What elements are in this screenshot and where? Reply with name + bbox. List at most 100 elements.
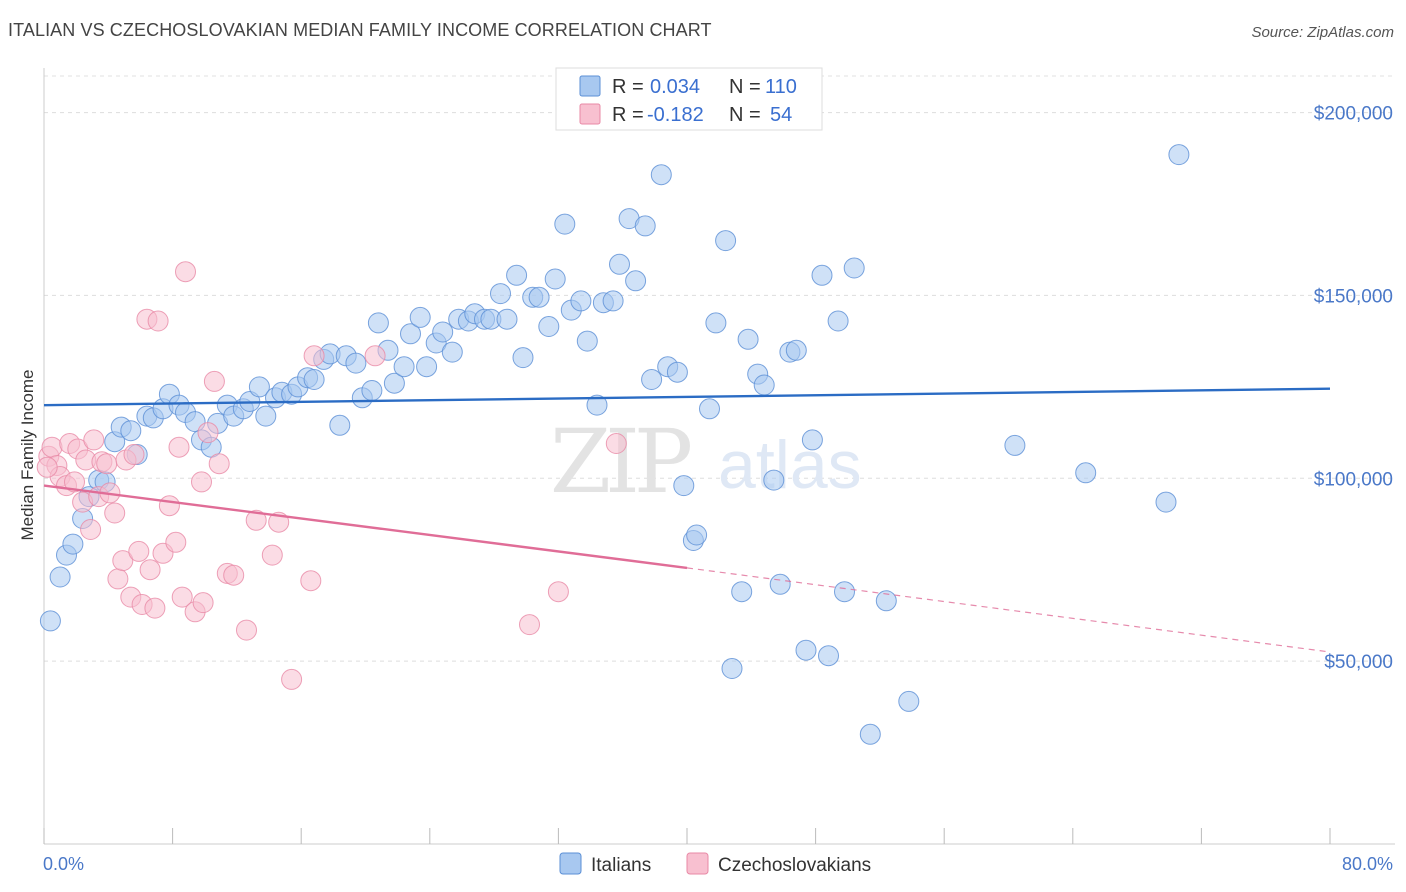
czechoslovakians-point (80, 519, 102, 540)
watermark-atlas: atlas (718, 427, 862, 503)
italians-point (827, 310, 849, 332)
czechoslovakians-point (144, 597, 166, 619)
italians-point (120, 420, 142, 442)
italians-point (62, 533, 84, 555)
y-axis-title: Median Family Income (18, 369, 37, 540)
y-tick-labels: $50,000 $100,000 $150,000 $200,000 (1314, 104, 1393, 674)
italians-point (705, 312, 727, 334)
bottom-legend-swatch-italians (559, 852, 582, 875)
czechoslovakians-point (364, 345, 386, 367)
italians-point (673, 475, 695, 497)
czechoslovakians-point (123, 444, 145, 465)
x-min-label: 0.0% (43, 854, 84, 874)
czechoslovakians-point (41, 436, 63, 458)
italians-point (496, 308, 518, 330)
italians-point (303, 369, 325, 390)
series-italians (39, 144, 1190, 745)
italians-point (753, 374, 775, 396)
czechoslovakians-point (165, 531, 187, 553)
grid-lines (44, 75, 1395, 662)
italians-point (255, 405, 277, 427)
czechoslovakians-point (112, 550, 134, 572)
italians-point (512, 347, 534, 369)
czechoslovakians-point (158, 495, 180, 517)
italians-point (345, 352, 367, 374)
italians-point (811, 264, 833, 286)
legend-n-value-2: 54 (770, 104, 792, 126)
legend-r-value-2: -0.182 (647, 104, 704, 126)
italians-point (898, 690, 920, 712)
czechoslovakians-point (104, 502, 126, 524)
czechoslovakians-point (36, 456, 58, 478)
italians-point (641, 369, 663, 390)
legend-r-label-1: R = (612, 76, 644, 98)
italians-point (383, 372, 405, 394)
legend-n-label-2: N = (729, 104, 761, 126)
czechoslovakians-point (605, 433, 627, 454)
czechoslovakians-point (107, 568, 129, 590)
italians-point (686, 524, 708, 546)
data-points (36, 144, 1190, 745)
italians-point (400, 323, 421, 345)
czechoslovakians-point (64, 471, 85, 493)
x-max-label: 80.0% (1342, 854, 1393, 874)
czechoslovakians-point (168, 436, 190, 458)
legend-n-label-1: N = (729, 76, 761, 98)
italians-point (361, 380, 383, 401)
italians-point (49, 566, 71, 588)
czechoslovakians-trend-line (43, 484, 688, 570)
czechoslovakians-point (197, 422, 219, 444)
italians-point (666, 361, 688, 383)
italians-point (634, 215, 656, 237)
italians-point (625, 270, 647, 292)
italians-point (650, 164, 672, 186)
italians-point (1155, 491, 1177, 513)
italians-point (528, 286, 550, 308)
italians-point (859, 723, 881, 745)
legend: R = 0.034 N = 110 R = -0.182 N = 54 (555, 67, 823, 131)
italians-point (409, 306, 431, 328)
italians-point (432, 321, 454, 343)
italians-point (1004, 434, 1026, 456)
y-tick-label: $200,000 (1314, 104, 1393, 125)
czechoslovakians-point (547, 581, 569, 603)
y-tick-label: $150,000 (1314, 286, 1393, 307)
czechoslovakians-point (236, 619, 257, 641)
italians-point (843, 257, 865, 279)
italians-point (538, 316, 560, 337)
czechoslovakians-point (96, 453, 118, 475)
legend-swatch-czechoslovakians (579, 103, 601, 125)
italians-point (544, 268, 566, 290)
watermark: ZIP atlas (550, 410, 862, 513)
watermark-zip: ZIP (550, 410, 691, 513)
y-tick-label: $50,000 (1324, 652, 1393, 673)
italians-point (834, 581, 855, 603)
czechoslovakians-point (83, 429, 105, 451)
czechoslovakians-point (303, 345, 325, 367)
czechoslovakians-point (171, 586, 193, 608)
legend-swatch-italians (579, 75, 601, 97)
y-tick-label: $100,000 (1314, 469, 1393, 490)
czechoslovakians-point (223, 564, 245, 586)
czechoslovakians-point (191, 471, 212, 493)
bottom-legend-czechoslovakians: Czechoslovakians (718, 855, 871, 876)
czechoslovakians-point (261, 544, 283, 566)
italians-point (1075, 462, 1097, 484)
chart-title: ITALIAN VS CZECHOSLOVAKIAN MEDIAN FAMILY… (8, 20, 712, 40)
italians-point (795, 639, 817, 661)
italians-point (785, 339, 807, 361)
italians-point (416, 356, 438, 378)
trend-lines (43, 387, 1331, 653)
italians-point (699, 398, 720, 420)
bottom-legend-swatch-czechoslovakians (686, 852, 709, 875)
czechoslovakians-point (281, 668, 303, 690)
italians-point (554, 213, 576, 235)
czechoslovakians-point (147, 310, 169, 332)
italians-point (721, 658, 743, 679)
italians-point (490, 283, 511, 305)
czechoslovakians-point (128, 540, 150, 562)
czechoslovakians-point (519, 614, 540, 636)
italians-point (737, 328, 759, 350)
italians-point (875, 590, 897, 612)
italians-point (715, 230, 737, 252)
